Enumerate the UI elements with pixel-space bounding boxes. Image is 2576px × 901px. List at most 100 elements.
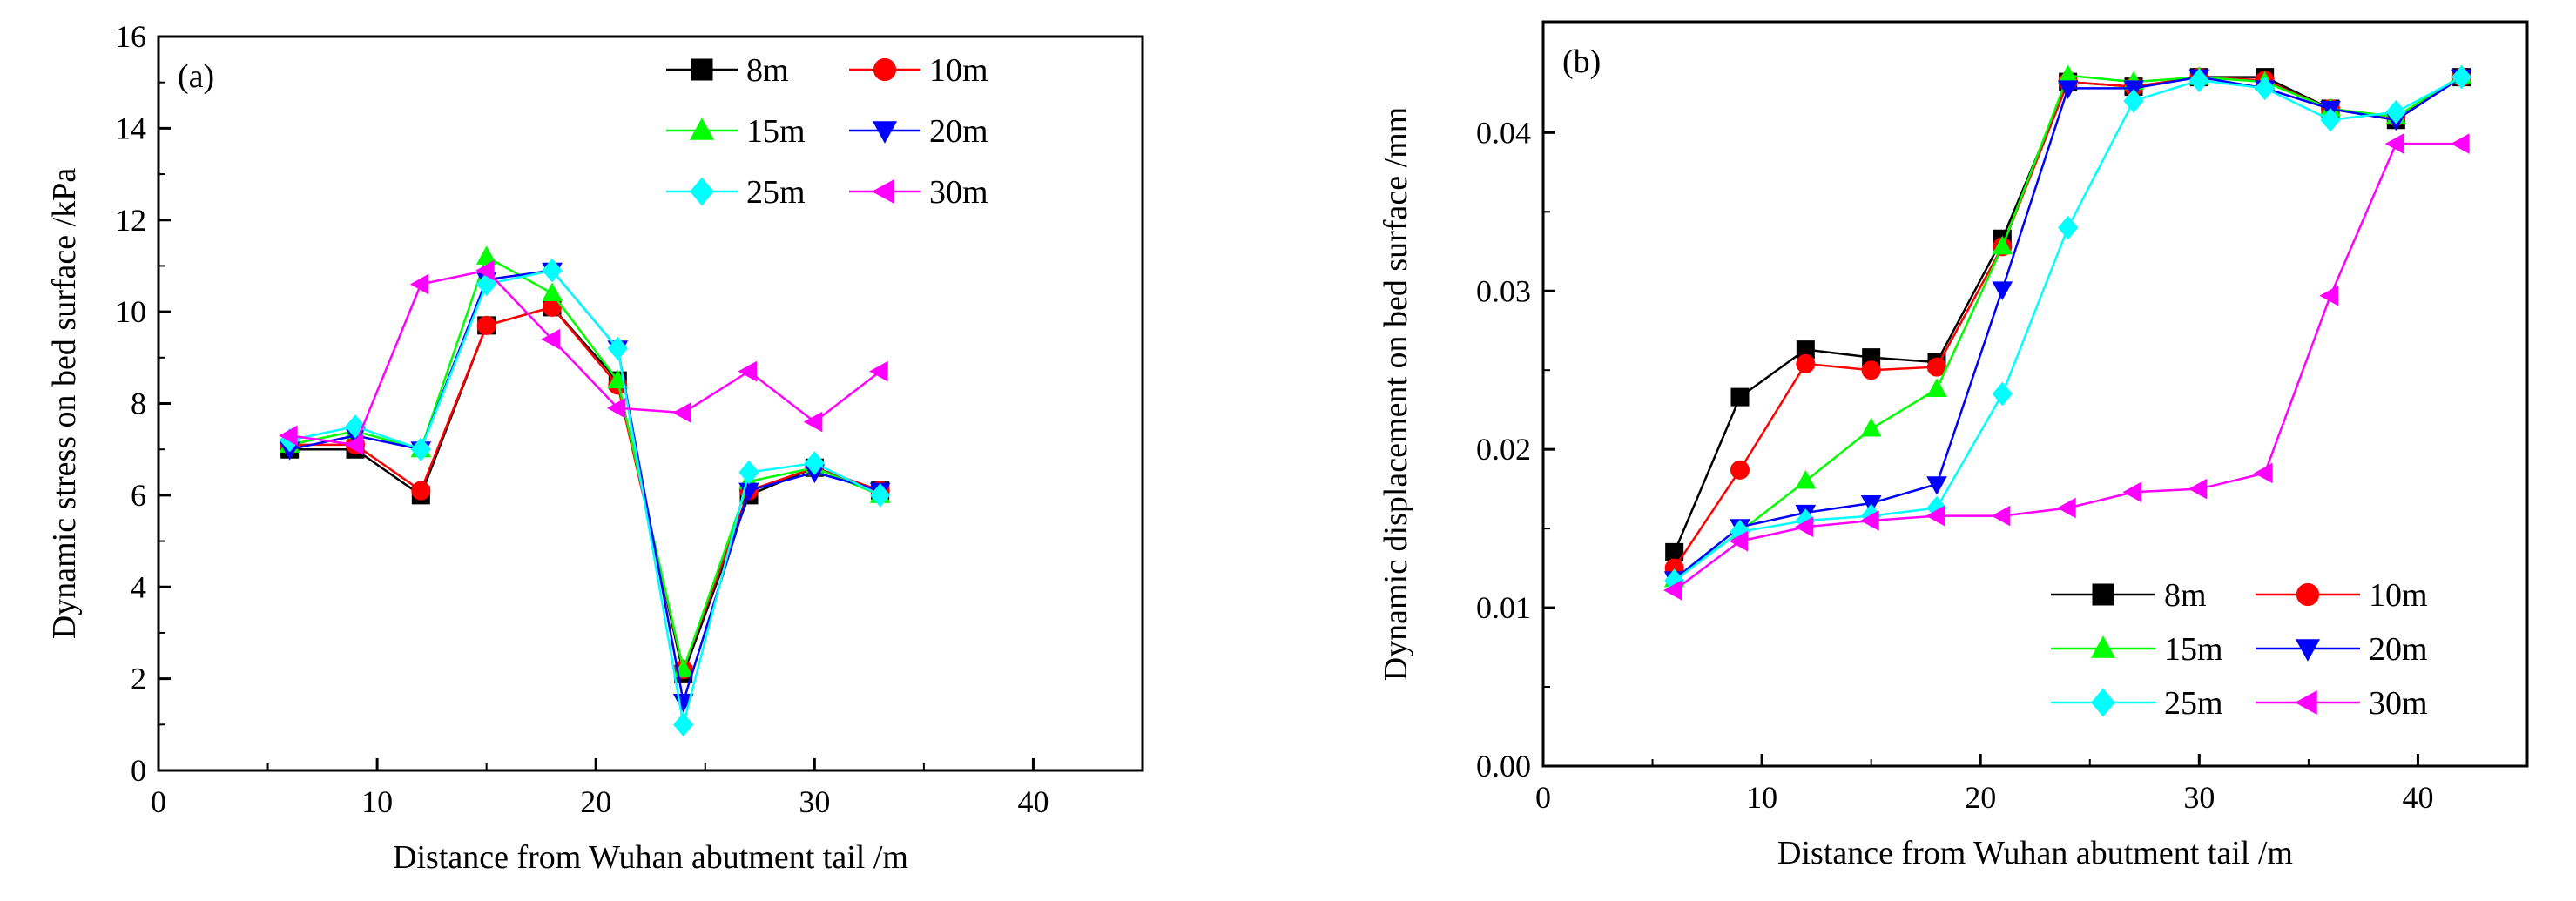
series-25m bbox=[280, 258, 891, 737]
data-point bbox=[411, 481, 431, 501]
legend-label: 20m bbox=[2369, 631, 2428, 668]
data-point bbox=[1729, 530, 1748, 552]
legend-item: 15m bbox=[2051, 631, 2223, 668]
chart-panel-b: 0 10 20 30 40 0.00 0.01 0.02 0.03 0.04 Distance fr… bbox=[1378, 20, 2529, 871]
legend-item: 25m bbox=[2051, 685, 2223, 722]
y-tick-label: 14 bbox=[115, 111, 146, 145]
series-30m bbox=[279, 259, 888, 455]
data-point bbox=[2384, 133, 2404, 154]
legend-marker bbox=[2090, 635, 2116, 658]
series-8m bbox=[1665, 68, 2471, 561]
legend-label: 10m bbox=[929, 52, 988, 89]
data-point bbox=[541, 328, 560, 350]
x-tick-label: 30 bbox=[799, 784, 830, 819]
y-tick-label: 16 bbox=[115, 19, 146, 54]
x-tick-label: 0 bbox=[1535, 780, 1551, 815]
data-point bbox=[542, 258, 563, 283]
panel-label: (b) bbox=[1562, 44, 1601, 80]
data-point bbox=[409, 273, 429, 295]
data-point bbox=[2123, 89, 2144, 113]
legend-marker bbox=[2296, 582, 2320, 607]
y-tick-label: 10 bbox=[115, 294, 146, 329]
series-10m bbox=[1664, 67, 2471, 578]
legend-label: 20m bbox=[929, 113, 988, 150]
legend-marker bbox=[2295, 639, 2321, 662]
data-point bbox=[869, 360, 888, 382]
series-line bbox=[289, 255, 881, 674]
data-point bbox=[870, 483, 891, 508]
legend-item: 30m bbox=[849, 174, 988, 211]
data-point bbox=[410, 437, 431, 461]
legend-marker bbox=[2092, 583, 2114, 606]
data-point bbox=[803, 411, 823, 433]
y-tick-label: 12 bbox=[115, 203, 146, 238]
data-point bbox=[1794, 516, 1814, 538]
legend: 8m 10m 15m 20m 25m 30m bbox=[2051, 577, 2428, 722]
series-25m bbox=[1664, 64, 2472, 593]
x-axis-title: Distance from Wuhan abutment tail /m bbox=[1777, 835, 2293, 871]
x-tick-label: 30 bbox=[2183, 780, 2215, 815]
data-point bbox=[2057, 497, 2076, 519]
legend-marker bbox=[689, 118, 715, 140]
data-point bbox=[1796, 353, 1816, 373]
data-point bbox=[738, 460, 759, 485]
y-tick-label: 0 bbox=[131, 753, 146, 788]
legend-marker bbox=[690, 177, 714, 206]
legend-label: 30m bbox=[2369, 685, 2428, 722]
legend-label: 25m bbox=[746, 174, 806, 211]
legend-marker bbox=[2091, 688, 2115, 717]
x-axis-title: Distance from Wuhan abutment tail /m bbox=[393, 839, 908, 876]
legend-item: 10m bbox=[849, 52, 988, 89]
y-axis-title: Dynamic stress on bed surface /kPa bbox=[46, 168, 83, 639]
y-tick-label: 0.01 bbox=[1476, 590, 1531, 625]
legend-marker bbox=[2295, 689, 2317, 716]
series-line bbox=[1673, 76, 2463, 553]
data-point bbox=[1795, 470, 1817, 489]
series-8m bbox=[280, 298, 890, 683]
legend-label: 8m bbox=[746, 52, 789, 89]
data-point bbox=[1992, 381, 2013, 407]
y-tick-label: 6 bbox=[131, 478, 146, 513]
data-point bbox=[1665, 542, 1684, 561]
x-tick-label: 10 bbox=[361, 784, 393, 819]
x-tick-label: 0 bbox=[151, 784, 166, 819]
data-point bbox=[1926, 476, 1947, 495]
series-10m bbox=[280, 297, 890, 680]
legend-item: 25m bbox=[666, 174, 806, 211]
y-tick-label: 0.04 bbox=[1476, 115, 1531, 150]
y-tick-label: 2 bbox=[131, 662, 146, 696]
legend-item: 8m bbox=[666, 52, 789, 89]
legend-label: 8m bbox=[2164, 577, 2207, 614]
legend-label: 15m bbox=[2164, 631, 2223, 668]
data-point bbox=[2320, 108, 2341, 132]
legend-marker bbox=[873, 57, 897, 82]
data-point bbox=[2255, 76, 2276, 101]
data-point bbox=[1861, 360, 1881, 380]
y-tick-label: 0.00 bbox=[1476, 749, 1531, 783]
legend-marker bbox=[691, 58, 713, 81]
legend-label: 25m bbox=[2164, 685, 2223, 722]
data-point bbox=[1991, 505, 2011, 527]
data-point bbox=[345, 414, 366, 439]
data-point bbox=[1992, 235, 2013, 255]
data-point bbox=[475, 245, 497, 265]
data-point bbox=[1926, 378, 1947, 398]
data-point bbox=[476, 315, 496, 335]
y-tick-label: 0.02 bbox=[1476, 432, 1531, 467]
data-point bbox=[2451, 133, 2470, 154]
data-point bbox=[1730, 387, 1750, 407]
legend-item: 8m bbox=[2051, 577, 2207, 614]
data-point bbox=[607, 336, 628, 361]
chart-panel-a: 0 10 20 30 40 0 2 4 6 8 10 12 14 16 Distance from Wuha… bbox=[46, 19, 1144, 876]
data-point bbox=[2451, 64, 2472, 90]
legend-item: 15m bbox=[666, 113, 806, 150]
data-point bbox=[2122, 481, 2141, 503]
y-tick-label: 8 bbox=[131, 387, 146, 421]
y-tick-label: 4 bbox=[131, 569, 146, 604]
legend-item: 10m bbox=[2256, 577, 2428, 614]
data-point bbox=[606, 397, 626, 419]
panel-label: (a) bbox=[178, 58, 214, 95]
series-line bbox=[289, 306, 881, 674]
series-line bbox=[289, 269, 881, 725]
